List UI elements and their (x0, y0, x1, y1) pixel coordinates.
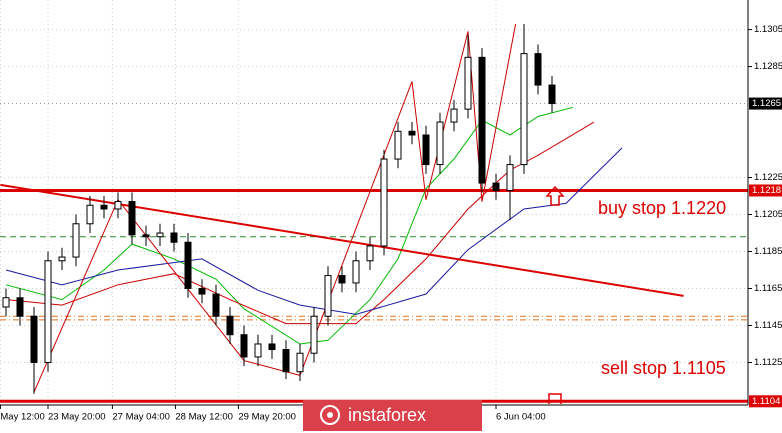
y-tick-label: 1.1145 (754, 320, 782, 331)
candle-body (492, 182, 500, 191)
indicator-line (0, 183, 684, 297)
candle-body (170, 232, 178, 243)
level-label: 1.1218 (752, 185, 781, 196)
level-label: 1.1265 (752, 98, 781, 109)
candle-body (548, 84, 556, 105)
candle-body (534, 53, 542, 86)
candle-body (240, 334, 248, 358)
y-tick-label: 1.1305 (754, 24, 782, 35)
x-tick-label: 23 May 20:00 (48, 412, 106, 423)
candles (2, 24, 556, 394)
candle-body (100, 204, 108, 210)
candle-body (436, 121, 444, 166)
candle-body (2, 297, 10, 308)
candle-body (268, 343, 276, 351)
y-tick-label: 1.1165 (754, 283, 782, 294)
candle-body (394, 130, 402, 160)
y-tick-label: 1.1205 (754, 209, 782, 220)
indicator-line (33, 23, 517, 393)
candle-body (114, 201, 122, 210)
candle-body (520, 53, 528, 166)
axis-labels: 1.1305 1.1285 1.1225 1.1205 1.1185 1.1165 1.11… (0, 24, 782, 423)
level-label: 1.1104 (752, 396, 780, 407)
sell-marker (548, 393, 562, 404)
candle-body (450, 108, 458, 123)
candle-body (506, 164, 514, 191)
y-tick-label: 1.1225 (754, 172, 782, 183)
candle-body (380, 158, 388, 247)
x-tick-label: 6 Jun 04:00 (496, 412, 546, 423)
candle-body (142, 234, 150, 238)
annotations: buy stop 1.1220 sell stop 1.1105 (598, 198, 726, 378)
y-tick-label: 1.1185 (754, 246, 782, 257)
candle-body (310, 315, 318, 354)
candle-body (72, 223, 80, 258)
candle-body (86, 204, 94, 225)
indicator-line (5, 106, 574, 345)
candle-body (324, 275, 332, 317)
annotation: buy stop 1.1220 (598, 198, 726, 218)
candle-body (156, 232, 164, 238)
candle-body (184, 241, 192, 289)
y-tick-label: 1.1125 (754, 357, 782, 368)
candle-body (366, 245, 374, 262)
x-tick-label: 28 May 12:00 (175, 412, 233, 423)
candle-body (44, 260, 52, 363)
annotation: sell stop 1.1105 (601, 358, 726, 378)
candle-body (408, 130, 416, 136)
level-label-box (749, 395, 782, 408)
indicators (0, 23, 684, 393)
candle-body (58, 256, 66, 262)
buy-arrow (545, 185, 565, 206)
candle-body (296, 352, 304, 373)
candle-body (212, 293, 220, 317)
level-label-box (749, 97, 782, 110)
banner-logo (320, 405, 340, 425)
candle-body (226, 315, 234, 336)
y-tick-label: 1.1285 (754, 61, 782, 72)
watermark-text: instaforex (348, 405, 426, 425)
x-tick-label: May 12:00 (0, 412, 44, 423)
candle-body (338, 275, 346, 284)
candle-body (282, 349, 290, 373)
x-tick-label: 29 May 20:00 (238, 412, 296, 423)
x-tick-label: 27 May 04:00 (112, 412, 170, 423)
candle-body (464, 56, 472, 110)
candle-body (30, 315, 38, 363)
candle-body (254, 343, 262, 358)
candle-body (128, 201, 136, 236)
level-label-box (749, 184, 782, 197)
watermark-banner: instaforex (303, 400, 482, 431)
candle-body (16, 297, 24, 317)
candle-body (198, 287, 206, 295)
candle-body (478, 56, 486, 184)
candle-body (422, 134, 430, 166)
candle-body (352, 260, 360, 284)
banner-logo-dot (327, 412, 333, 418)
